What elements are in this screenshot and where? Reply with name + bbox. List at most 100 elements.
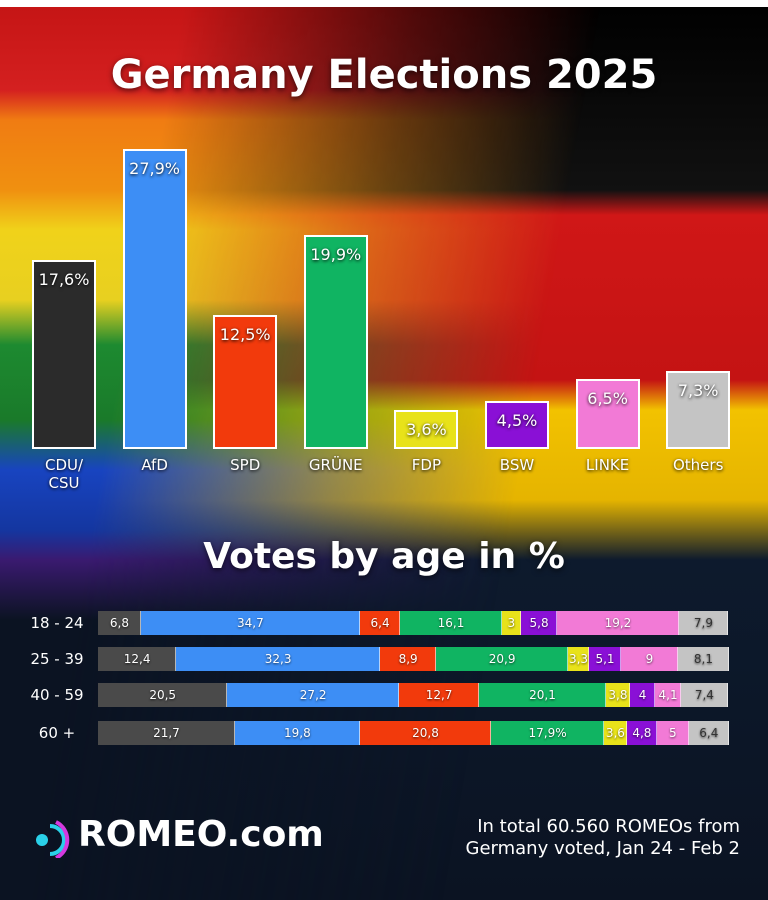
- value-label: 34,7: [237, 616, 264, 630]
- y-tick-label: 25 - 39: [30, 650, 84, 668]
- value-label: 7,3%: [677, 380, 719, 400]
- bar-segment: [380, 647, 437, 671]
- value-label: 20,8: [412, 726, 439, 740]
- value-label: 7,4: [694, 688, 714, 702]
- bar: [213, 314, 278, 449]
- bar-segment: [176, 647, 381, 671]
- value-label: 21,7: [153, 726, 180, 740]
- value-label: 20,9: [488, 652, 516, 666]
- y-tick-label: 40 - 59: [30, 686, 84, 704]
- bar: [303, 235, 368, 449]
- value-label: 6,4: [699, 726, 719, 740]
- bar-segment: [629, 683, 656, 707]
- value-label: 5,8: [529, 616, 549, 630]
- bar-segment: [227, 683, 399, 707]
- bar-segment: [234, 721, 360, 745]
- value-label: 17,9%: [528, 726, 567, 740]
- value-label: 12,5%: [219, 324, 271, 344]
- x-tick-label: CDU/ CSU: [44, 456, 84, 492]
- bar-segment: [398, 683, 480, 707]
- bar-segment: [140, 611, 360, 635]
- bar-segment: [677, 647, 729, 671]
- value-label: 8,9: [398, 652, 418, 666]
- value-label: 12,4: [123, 652, 151, 666]
- x-tick-label: LINKE: [585, 456, 630, 474]
- bar: [575, 379, 640, 449]
- bar-segment: [568, 647, 589, 671]
- bar-segment: [657, 721, 689, 745]
- value-label: 20,1: [529, 688, 556, 702]
- bar-segment: [98, 721, 235, 745]
- bar-segment: [98, 611, 141, 635]
- bar: [32, 259, 96, 449]
- bar-segment: [400, 611, 502, 635]
- value-label: 3,6: [605, 726, 625, 740]
- value-label: 3,3: [568, 652, 589, 666]
- value-label: 7,9: [693, 616, 713, 630]
- value-label: 3: [507, 616, 516, 630]
- chart-title: Votes by age in %: [203, 536, 565, 577]
- value-label: 16,1: [437, 616, 465, 630]
- logo-arc: [55, 820, 70, 860]
- x-tick-label: SPD: [230, 456, 261, 474]
- bar-segment: [520, 611, 558, 635]
- logo-svg: [36, 820, 70, 860]
- value-label: 17,6%: [38, 269, 90, 289]
- bar: [122, 149, 187, 449]
- value-label: 4,1: [658, 688, 678, 702]
- y-tick-label: 18 - 24: [30, 614, 84, 632]
- bar-segment: [678, 611, 729, 635]
- value-label: 32,3: [264, 652, 292, 666]
- stacked-bar-chart: 18 - 24 6,8 34,7 6,4 16,1 3 5,8 19,2 7,9 25 - 39 1…: [0, 600, 768, 750]
- logo-icon: [30, 818, 70, 860]
- value-label: 19,2: [604, 616, 632, 630]
- bar-segment: [501, 611, 521, 635]
- value-label: 5: [669, 726, 677, 740]
- bar: [666, 370, 731, 449]
- value-label: 19,8: [284, 726, 311, 740]
- bar-segment: [479, 683, 606, 707]
- bar-segment: [359, 611, 401, 635]
- value-label: 27,2: [299, 688, 327, 702]
- value-label: 3,8: [608, 688, 628, 702]
- value-label: 20,5: [149, 688, 177, 702]
- bar-segment: [359, 721, 492, 745]
- bar-segment: [588, 647, 622, 671]
- value-label: 5,1: [595, 652, 615, 666]
- x-tick-label: FDP: [411, 456, 441, 474]
- bar-segment: [604, 721, 627, 745]
- value-label: 12,7: [425, 688, 453, 702]
- value-label: 4,8: [632, 726, 652, 740]
- value-label: 8,1: [693, 652, 713, 666]
- x-tick-label: GRÜNE: [308, 456, 363, 474]
- value-label: 9: [645, 652, 654, 666]
- x-tick-label: AfD: [141, 456, 168, 474]
- value-label: 19,9%: [310, 245, 362, 265]
- value-label: 6,8: [109, 616, 129, 630]
- bar: [394, 410, 459, 449]
- bar-segment: [436, 647, 569, 671]
- top-line: [0, 0, 768, 7]
- x-tick-label: BSW: [499, 456, 535, 474]
- logo-text: ROMEO.com: [78, 814, 324, 855]
- bar-segment: [605, 683, 630, 707]
- value-label: 4: [638, 688, 647, 702]
- footnote: In total 60.560 ROMEOs from Germany vote…: [465, 816, 740, 859]
- bar-segment: [98, 647, 177, 671]
- value-label: 6,5%: [587, 389, 628, 409]
- value-label: 4,5%: [496, 410, 538, 430]
- bar-segment: [491, 721, 605, 745]
- bar-segment: [557, 611, 679, 635]
- logo-dot: [36, 834, 48, 846]
- bar: [485, 400, 549, 449]
- y-tick-label: 60 +: [38, 724, 76, 742]
- bar-segment: [681, 683, 728, 707]
- logo-arc: [49, 824, 66, 856]
- value-label: 27,9%: [129, 159, 180, 179]
- value-label: 6,4: [370, 616, 390, 630]
- bar-segment: [688, 721, 729, 745]
- x-tick-label: Others: [672, 456, 724, 474]
- value-label: 3,6%: [406, 420, 447, 440]
- bar-segment: [98, 683, 228, 707]
